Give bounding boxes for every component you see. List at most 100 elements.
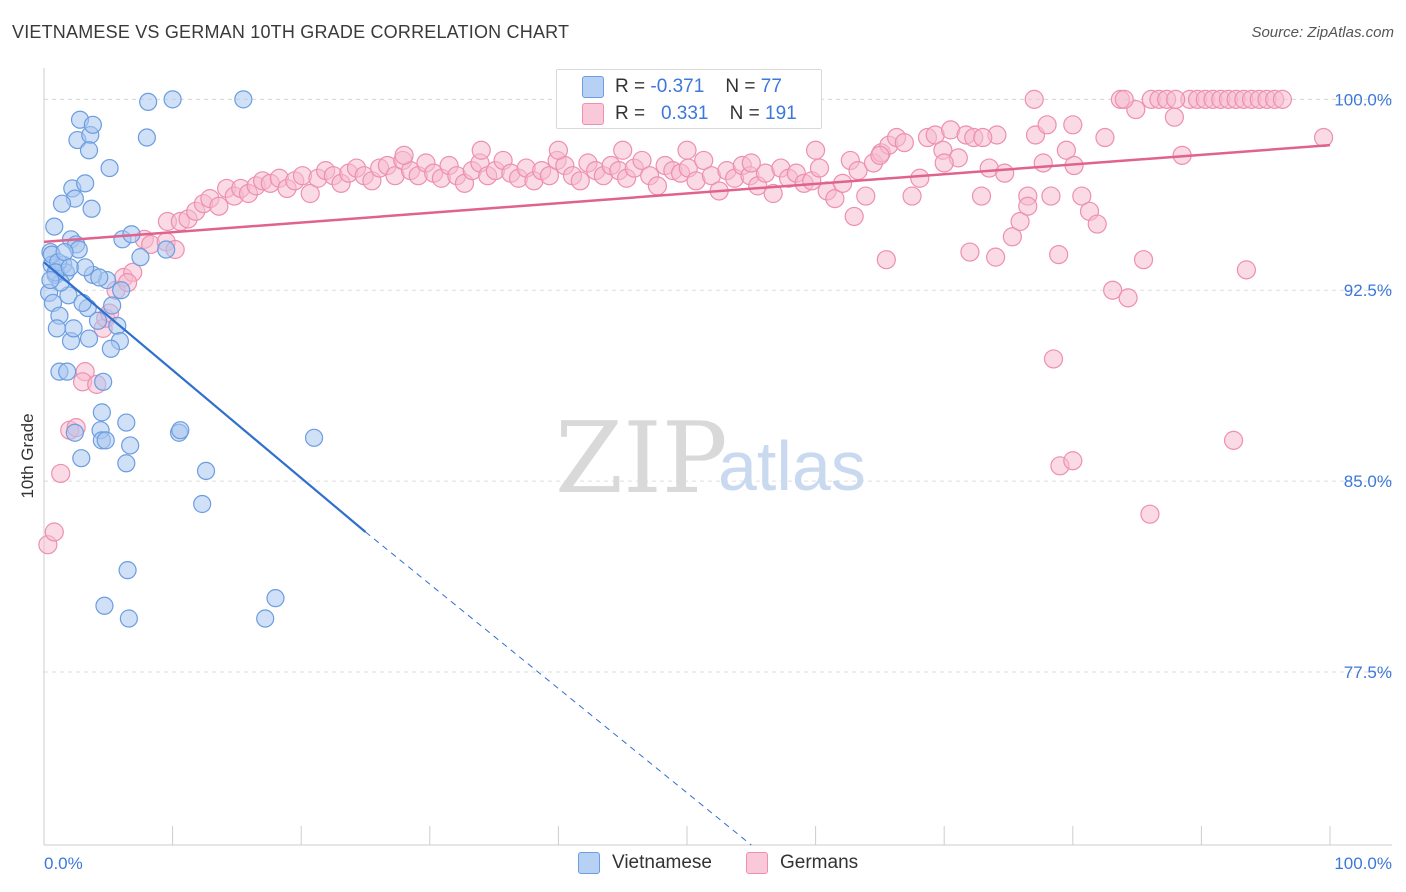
germans-point	[902, 186, 922, 206]
germans-point	[825, 189, 845, 209]
germans-point	[632, 150, 652, 171]
legend: R = -0.371 N = 77 R = 0.331 N = 191	[556, 69, 822, 129]
germans-point	[876, 250, 896, 270]
vietnamese-point	[131, 248, 150, 267]
series-label-germans: Germans	[780, 852, 859, 873]
vietnamese-point	[266, 589, 285, 608]
vietnamese-trend-extension	[365, 531, 752, 846]
y-tick-label: 77.5%	[1344, 663, 1392, 682]
germans-point	[986, 247, 1006, 267]
series-legend-vietnamese: Vietnamese	[578, 852, 712, 874]
germans-point	[1041, 186, 1061, 206]
vietnamese-point	[90, 268, 109, 287]
germans-point	[1018, 196, 1038, 216]
germans-point	[1118, 288, 1138, 308]
vietnamese-point	[119, 609, 138, 628]
source-label: Source: ZipAtlas.com	[1251, 24, 1394, 41]
trend-lines	[43, 143, 1331, 846]
vietnamese-point	[234, 90, 253, 109]
germans-point	[870, 145, 890, 165]
germans-point	[763, 183, 783, 204]
germans-point	[1037, 115, 1057, 135]
x-tick-label: 100.0%	[1334, 854, 1392, 873]
vietnamese-point	[52, 194, 72, 213]
vietnamese-trend-line	[43, 261, 367, 533]
germans-points	[38, 89, 1334, 555]
germans-point	[805, 140, 826, 160]
germans-point	[1133, 250, 1154, 270]
germans-point	[1063, 115, 1083, 135]
y-tick-label: 100.0%	[1334, 90, 1392, 109]
vietnamese-point	[72, 449, 91, 468]
vietnamese-point	[117, 454, 136, 473]
vietnamese-point	[103, 296, 122, 315]
vietnamese-point	[73, 293, 92, 313]
chart-title: VIETNAMESE VS GERMAN 10TH GRADE CORRELAT…	[12, 22, 570, 42]
vietnamese-point	[171, 421, 190, 440]
germans-point	[1024, 89, 1044, 109]
vietnamese-point	[58, 362, 77, 381]
vietnamese-point	[76, 258, 95, 277]
vietnamese-point	[83, 115, 102, 134]
axes	[43, 68, 1392, 846]
legend-swatch-germans	[582, 103, 604, 125]
germans-point	[1103, 280, 1123, 300]
germans-point	[1236, 260, 1257, 280]
vietnamese-point	[112, 281, 131, 300]
vietnamese-point	[95, 596, 114, 615]
watermark-atlas: atlas	[718, 427, 866, 505]
germans-point	[960, 242, 980, 262]
germans-point	[934, 153, 954, 173]
germans-point	[856, 186, 876, 206]
germans-point	[44, 522, 64, 542]
vietnamese-point	[117, 413, 136, 432]
vietnamese-point	[64, 319, 83, 338]
vietnamese-point	[101, 339, 120, 358]
germans-point	[910, 168, 930, 188]
germans-point	[995, 163, 1015, 183]
germans-point	[394, 145, 414, 165]
vietnamese-point	[163, 90, 182, 109]
vietnamese-point	[304, 428, 324, 447]
vietnamese-point	[79, 329, 99, 348]
germans-point	[570, 171, 590, 191]
vietnamese-point	[96, 431, 115, 450]
series-label-vietnamese: Vietnamese	[612, 852, 712, 873]
watermark-zip: ZIP	[555, 402, 728, 516]
germans-point	[209, 196, 229, 216]
y-tick-label: 92.5%	[1344, 281, 1392, 300]
legend-n-value-germans: 191	[765, 103, 797, 124]
germans-point	[1313, 127, 1334, 148]
vietnamese-point	[94, 372, 113, 391]
legend-n-label: N =	[725, 76, 756, 97]
series-swatch-germans	[746, 852, 768, 874]
tick-labels: 77.5% 85.0% 92.5% 100.0% 0.0% 100.0%	[44, 90, 1392, 873]
germans-point	[973, 127, 993, 148]
watermark: ZIP atlas	[555, 402, 866, 516]
y-tick-label: 85.0%	[1344, 472, 1392, 491]
germans-point	[539, 166, 559, 186]
germans-point	[694, 150, 714, 171]
germans-point	[1063, 451, 1083, 471]
vietnamese-point	[196, 461, 216, 481]
y-axis-label: 10th Grade	[18, 413, 37, 499]
series-swatch-vietnamese	[578, 852, 600, 874]
vietnamese-point	[157, 240, 176, 259]
legend-r-value-vietnamese: -0.371	[650, 76, 705, 97]
vietnamese-point	[256, 609, 275, 628]
vietnamese-point	[45, 217, 64, 236]
legend-n-value-vietnamese: 77	[760, 76, 782, 97]
germans-point	[894, 133, 914, 153]
vietnamese-point	[41, 270, 60, 290]
germans-point	[1095, 127, 1115, 148]
legend-r-value-germans: 0.331	[660, 103, 709, 124]
vietnamese-point	[139, 92, 158, 112]
germans-point	[647, 176, 668, 196]
germans-point	[1043, 349, 1064, 369]
germans-point	[613, 140, 633, 160]
germans-point	[1114, 89, 1134, 109]
vietnamese-point	[193, 494, 212, 514]
germans-point	[1049, 244, 1069, 265]
germans-point	[971, 186, 992, 206]
